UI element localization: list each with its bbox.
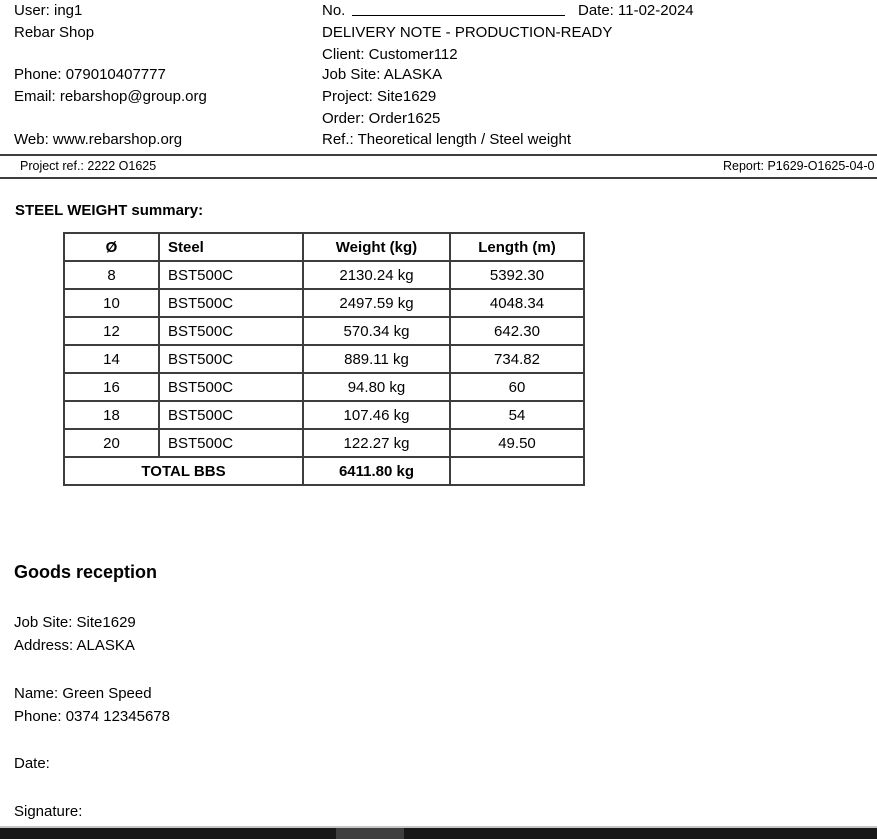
- steel-weight-table: Ø Steel Weight (kg) Length (m) 8 BST500C…: [63, 232, 585, 486]
- project-ref-text: Project ref.: 2222 O1625: [20, 159, 157, 173]
- cell-diameter: 20: [64, 429, 159, 457]
- cell-diameter: 8: [64, 261, 159, 289]
- email-line: Email: rebarshop@group.org: [14, 88, 207, 105]
- cell-steel: BST500C: [159, 317, 303, 345]
- table-total-row: TOTAL BBS 6411.80 kg: [64, 457, 584, 485]
- cell-length: 60: [450, 373, 584, 401]
- project-ref-bar: Project ref.: 2222 O1625 Report: P1629-O…: [0, 154, 877, 179]
- total-label: TOTAL BBS: [64, 457, 303, 485]
- no-label: No.: [322, 2, 346, 19]
- goods-job-site-line: Job Site: Site1629: [14, 614, 136, 631]
- cell-steel: BST500C: [159, 401, 303, 429]
- total-weight: 6411.80 kg: [303, 457, 450, 485]
- cell-length: 49.50: [450, 429, 584, 457]
- document-title: DELIVERY NOTE - PRODUCTION-READY: [322, 24, 613, 41]
- cell-steel: BST500C: [159, 261, 303, 289]
- client-line: Client: Customer112: [322, 46, 458, 63]
- cell-length: 54: [450, 401, 584, 429]
- table-row: 8 BST500C 2130.24 kg 5392.30: [64, 261, 584, 289]
- col-header-diameter: Ø: [64, 233, 159, 261]
- project-line: Project: Site1629: [322, 88, 437, 105]
- no-blank-line: [352, 15, 565, 16]
- col-header-steel: Steel: [159, 233, 303, 261]
- cell-weight: 2130.24 kg: [303, 261, 450, 289]
- order-line: Order: Order1625: [322, 110, 441, 127]
- total-length-empty: [450, 457, 584, 485]
- report-ref-text: Report: P1629-O1625-04-0: [723, 159, 875, 173]
- phone-line: Phone: 079010407777: [14, 66, 166, 83]
- goods-name-line: Name: Green Speed: [14, 685, 152, 702]
- ref-line: Ref.: Theoretical length / Steel weight: [322, 131, 572, 148]
- cell-length: 642.30: [450, 317, 584, 345]
- table-header-row: Ø Steel Weight (kg) Length (m): [64, 233, 584, 261]
- cell-diameter: 16: [64, 373, 159, 401]
- company-name: Rebar Shop: [14, 24, 95, 41]
- cell-steel: BST500C: [159, 373, 303, 401]
- cell-weight: 94.80 kg: [303, 373, 450, 401]
- table-row: 10 BST500C 2497.59 kg 4048.34: [64, 289, 584, 317]
- goods-date-label: Date:: [14, 755, 50, 772]
- cell-diameter: 12: [64, 317, 159, 345]
- web-line: Web: www.rebarshop.org: [14, 131, 183, 148]
- cell-length: 5392.30: [450, 261, 584, 289]
- cell-steel: BST500C: [159, 429, 303, 457]
- cell-weight: 107.46 kg: [303, 401, 450, 429]
- col-header-length: Length (m): [450, 233, 584, 261]
- cell-length: 4048.34: [450, 289, 584, 317]
- horizontal-scrollbar-thumb[interactable]: [336, 828, 404, 839]
- summary-heading: STEEL WEIGHT summary:: [15, 202, 204, 219]
- cell-diameter: 10: [64, 289, 159, 317]
- col-header-weight: Weight (kg): [303, 233, 450, 261]
- cell-diameter: 14: [64, 345, 159, 373]
- horizontal-scrollbar[interactable]: [0, 828, 877, 839]
- cell-steel: BST500C: [159, 345, 303, 373]
- goods-reception-heading: Goods reception: [14, 562, 158, 582]
- table-row: 20 BST500C 122.27 kg 49.50: [64, 429, 584, 457]
- cell-weight: 570.34 kg: [303, 317, 450, 345]
- goods-signature-label: Signature:: [14, 803, 83, 820]
- no-line: No. Date: 11-02-2024: [322, 2, 877, 20]
- cell-diameter: 18: [64, 401, 159, 429]
- table-row: 18 BST500C 107.46 kg 54: [64, 401, 584, 429]
- table-row: 12 BST500C 570.34 kg 642.30: [64, 317, 584, 345]
- goods-phone-line: Phone: 0374 12345678: [14, 708, 170, 725]
- job-site-line: Job Site: ALASKA: [322, 66, 443, 83]
- cell-weight: 2497.59 kg: [303, 289, 450, 317]
- date-value: Date: 11-02-2024: [578, 2, 694, 19]
- goods-address-line: Address: ALASKA: [14, 637, 135, 654]
- cell-weight: 122.27 kg: [303, 429, 450, 457]
- cell-length: 734.82: [450, 345, 584, 373]
- cell-weight: 889.11 kg: [303, 345, 450, 373]
- page-bottom-divider: [0, 826, 877, 828]
- cell-steel: BST500C: [159, 289, 303, 317]
- table-row: 14 BST500C 889.11 kg 734.82: [64, 345, 584, 373]
- table-row: 16 BST500C 94.80 kg 60: [64, 373, 584, 401]
- user-line: User: ing1: [14, 2, 83, 19]
